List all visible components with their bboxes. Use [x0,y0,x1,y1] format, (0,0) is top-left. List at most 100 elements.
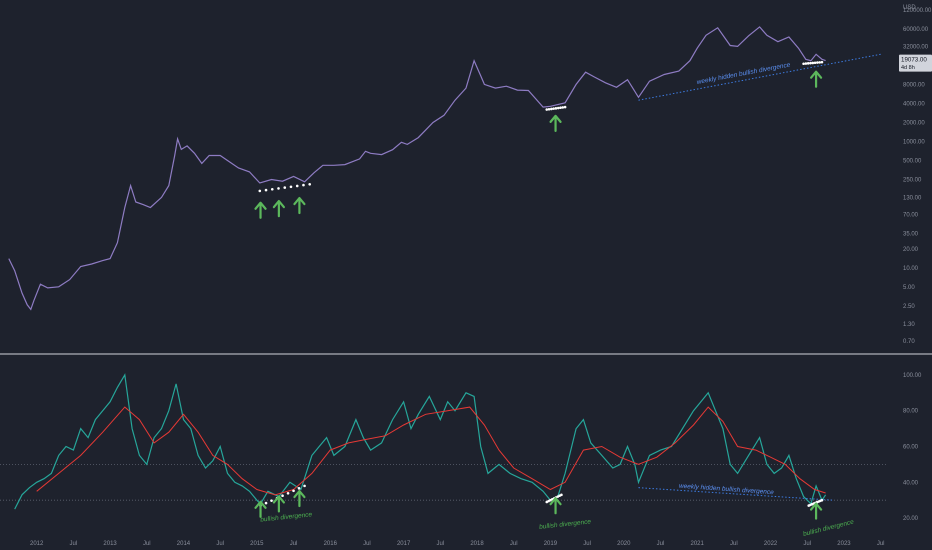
x-axis: 2012 Jul 2013 Jul 2014 Jul 2015 Jul 2016 Jul 2017 J… [30,541,884,547]
x-tick-label: 2012 [30,541,44,547]
rsi-line[interactable] [14,373,827,510]
rsi-y-tick-label: 40.00 [903,480,919,486]
price-divergence-dot [277,187,280,190]
price-divergence-dot [818,61,821,64]
price-y-tick-label: 130.00 [903,195,922,201]
x-tick-label: 2022 [764,541,778,547]
price-divergence-dot [289,185,293,189]
rsi-divergence-dot [270,499,273,502]
rsi-divergence-dot [820,498,824,502]
price-divergence-dot [258,189,262,193]
rsi-divergence-dot [560,493,563,497]
x-tick-label: Jul [583,541,591,547]
rsi-up-arrow [293,489,306,508]
price-divergence-dot [302,183,305,187]
x-tick-label: 2015 [250,541,264,547]
rsi-up-arrow [272,495,285,513]
price-divergence-dot [806,62,810,65]
price-divergence-dot [820,60,824,64]
price-up-arrow-head [809,70,823,79]
price-divergence-dot [308,182,311,186]
rsi-hidden-divergence-line[interactable] [638,487,833,501]
rsi-divergence-dot [292,489,295,493]
x-tick-label: Jul [70,541,78,547]
price-divergence-dot [816,61,819,64]
rsi-divergence-dot [297,487,301,490]
x-tick-label: 2018 [470,541,484,547]
price-divergence-dot [552,107,555,110]
price-up-arrow [272,199,285,218]
price-y-tick-label: 1.30 [903,322,915,328]
rsi-up-arrow-head [293,489,306,499]
price-up-arrow [254,201,267,219]
price-y-tick-label: 500.00 [903,158,922,164]
price-y-tick-label: 60000.00 [903,27,929,33]
x-tick-label: Jul [143,541,151,547]
price-y-tick-label: 4000.00 [903,101,925,107]
x-tick-label: Jul [803,541,811,547]
price-y-tick-label: 2000.00 [903,120,925,126]
x-tick-label: Jul [216,541,224,547]
price-divergence-dot [547,107,551,111]
rsi-y-tick-label: 20.00 [903,516,919,522]
x-tick-label: 2017 [397,541,411,547]
price-divergence-dot [264,188,268,192]
x-tick-label: Jul [363,541,371,547]
rsi-divergence-dot [303,484,306,488]
price-y-tick-label: 120000.00 [903,8,932,14]
price-divergence-dot [556,106,560,110]
price-line[interactable] [8,26,826,311]
price-divergence-dot [270,187,274,191]
rsi-up-arrow-head [272,495,285,504]
rsi-up-arrow [809,502,823,520]
x-tick-label: 2021 [691,541,705,547]
price-y-tick-label: 5.00 [903,285,915,291]
rsi-y-tick-label: 80.00 [903,409,919,415]
x-tick-label: Jul [436,541,444,547]
price-divergence-dot [563,105,567,109]
price-y-tick-label: 8000.00 [903,82,925,88]
price-divergence-dot [561,106,565,109]
price-hidden-divergence-line[interactable] [638,53,881,101]
price-up-arrow-head [549,114,562,123]
rsi-y-tick-label: 60.00 [903,445,919,451]
price-y-tick-label: 35.00 [903,231,919,237]
rsi-up-arrow-head [549,497,562,506]
current-price-label-box [899,54,932,72]
price-y-tick-label: 2.50 [903,304,915,310]
price-up-arrow [293,196,306,215]
x-tick-label: Jul [290,541,298,547]
rsi-y-tick-label: 100.00 [903,373,922,379]
x-tick-label: 2023 [837,541,851,547]
price-axis-unit-label: USD [903,5,916,11]
price-up-arrow [809,70,823,88]
price-divergence-dot [811,61,815,65]
price-up-arrow-head [272,199,285,209]
current-price-sublabel: 4d 8h [901,65,915,71]
price-divergence-dot [554,107,558,110]
price-up-arrow-head [293,196,306,206]
price-divergence-dot [802,62,805,66]
x-tick-label: Jul [730,541,738,547]
price-y-tick-label: 20.00 [903,247,919,253]
x-tick-label: 2016 [324,541,338,547]
rsi-ma-line[interactable] [36,406,826,496]
price-y-tick-label: 10.00 [903,266,919,272]
price-y-tick-label: 0.70 [903,339,915,345]
x-tick-label: 2020 [617,541,631,547]
rsi-up-arrow [549,497,562,515]
price-divergence-dot [295,184,299,188]
x-tick-label: 2019 [544,541,558,547]
price-divergence-dot [559,106,562,110]
x-tick-label: Jul [877,541,885,547]
x-tick-label: 2013 [103,541,117,547]
price-y-tick-label: 32000.00 [903,44,929,50]
price-y-tick-label: 250.00 [903,178,922,184]
rsi-divergence-dot [281,494,284,498]
rsi-up-arrow [254,500,267,518]
rsi-divergence-dot [264,501,268,505]
price-y-tick-label: 70.00 [903,212,919,218]
